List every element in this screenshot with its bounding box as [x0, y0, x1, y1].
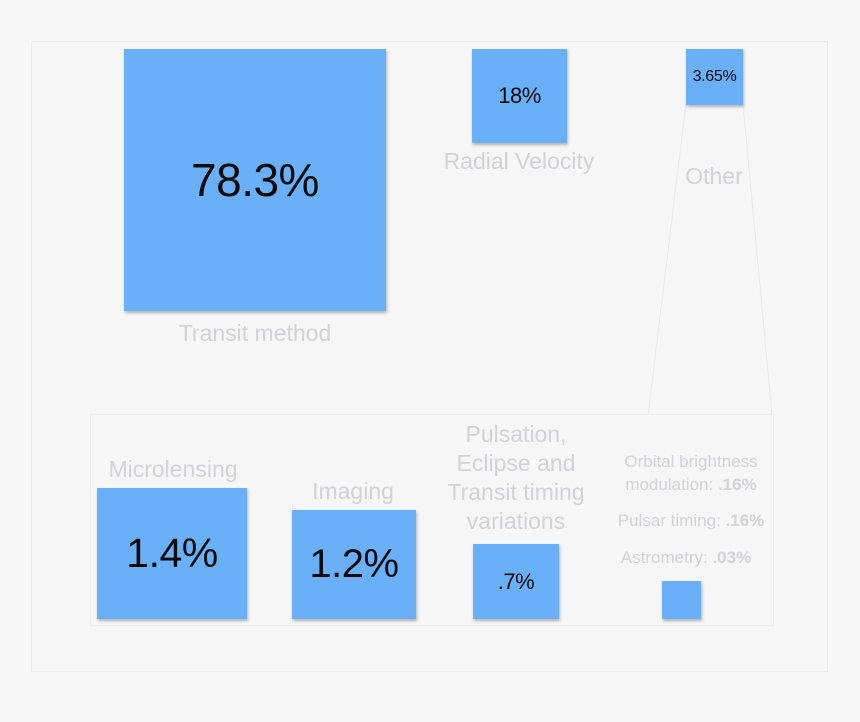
value-pulsation-eclipse-transit-timing: .7% — [497, 568, 535, 594]
label-radial-velocity: Radial Velocity — [443, 148, 595, 174]
label-pulsar-timing: Pulsar timing: .16% — [596, 509, 786, 532]
label-text: Astrometry: — [620, 548, 708, 567]
label-line: Pulsation, — [465, 421, 567, 447]
label-astrometry: Astrometry: .03% — [596, 546, 776, 569]
value-pulsar-timing: .16% — [725, 511, 765, 530]
value-radial-velocity: 18% — [498, 83, 541, 108]
box-radial-velocity: 18% — [472, 49, 567, 143]
label-orbital-brightness-modulation: Orbital brightness modulation: .16% — [600, 450, 782, 496]
label-line: Transit timing — [447, 479, 585, 505]
other-breakdown-frame — [90, 414, 774, 626]
label-line: variations — [466, 508, 566, 534]
value-imaging: 1.2% — [309, 542, 399, 586]
label-text: modulation: — [625, 475, 714, 494]
label-line: modulation: .16% — [600, 473, 782, 496]
connector-left — [647, 103, 687, 416]
label-microlensing: Microlensing — [108, 456, 238, 482]
label-imaging: Imaging — [312, 478, 394, 504]
box-microlensing: 1.4% — [97, 488, 247, 619]
value-astrometry: .03% — [712, 548, 752, 567]
label-text: Pulsar timing: — [617, 511, 721, 530]
label-transit-method: Transit method — [178, 320, 332, 346]
box-transit-method: 78.3% — [124, 49, 386, 311]
label-pulsation-eclipse-transit-timing: Pulsation, Eclipse and Transit timing va… — [425, 420, 607, 536]
value-other: 3.65% — [692, 68, 737, 85]
value-transit-method: 78.3% — [191, 154, 319, 206]
box-other: 3.65% — [686, 49, 743, 105]
box-small-methods — [662, 581, 701, 619]
box-imaging: 1.2% — [292, 510, 416, 619]
connector-right — [742, 103, 773, 416]
value-microlensing: 1.4% — [126, 530, 218, 576]
label-line: Eclipse and — [456, 450, 576, 476]
label-line: Orbital brightness — [624, 452, 758, 471]
box-pulsation-eclipse-transit-timing: .7% — [473, 544, 559, 619]
label-other: Other — [685, 163, 743, 189]
value-orbital-brightness-modulation: .16% — [717, 475, 757, 494]
